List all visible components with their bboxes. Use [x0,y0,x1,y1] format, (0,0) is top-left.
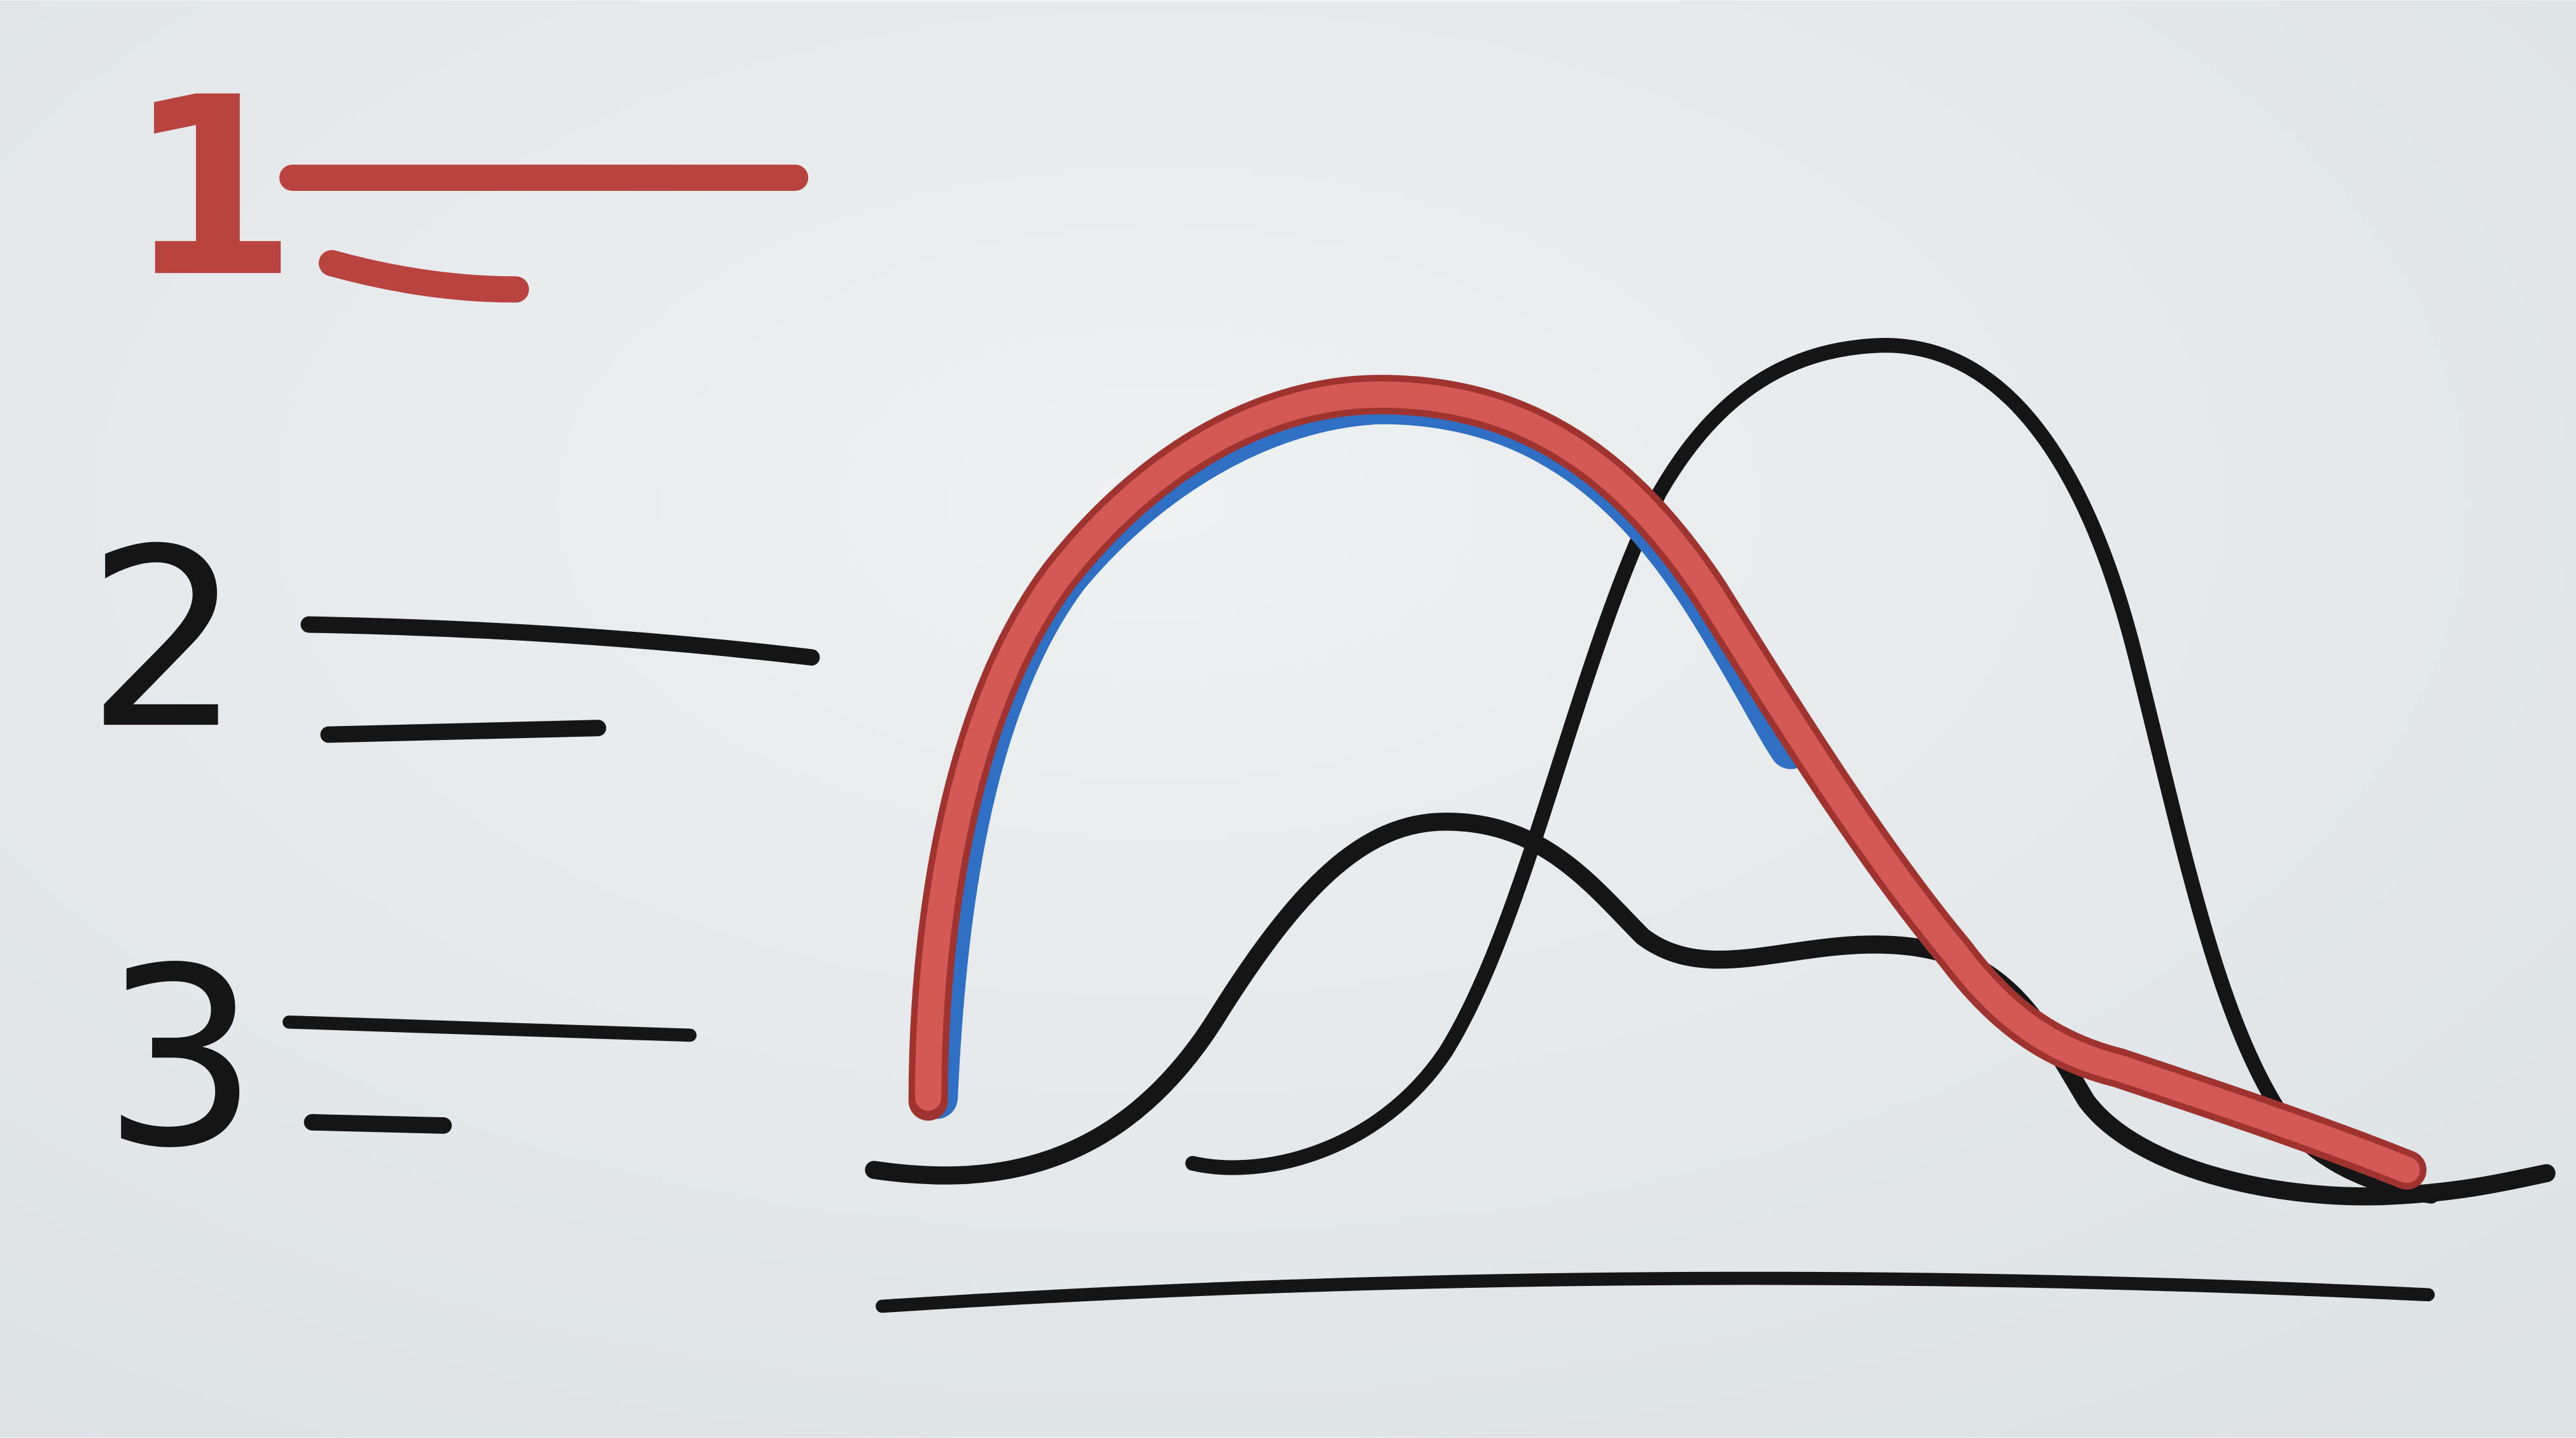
baseline [876,1271,2435,1313]
curve-highlight [914,381,2420,1183]
black-stroke [320,720,606,743]
legend-strokes [279,164,820,1134]
legend-number: 3 [102,916,259,1202]
curve [865,813,2556,1206]
black-stroke [283,1015,697,1042]
red-stroke [318,249,529,303]
black-stroke [304,1113,452,1134]
legend-number: 1 [126,45,297,332]
black-stroke [300,616,820,666]
curve [1185,338,2439,1204]
legend-number: 2 [86,497,242,783]
